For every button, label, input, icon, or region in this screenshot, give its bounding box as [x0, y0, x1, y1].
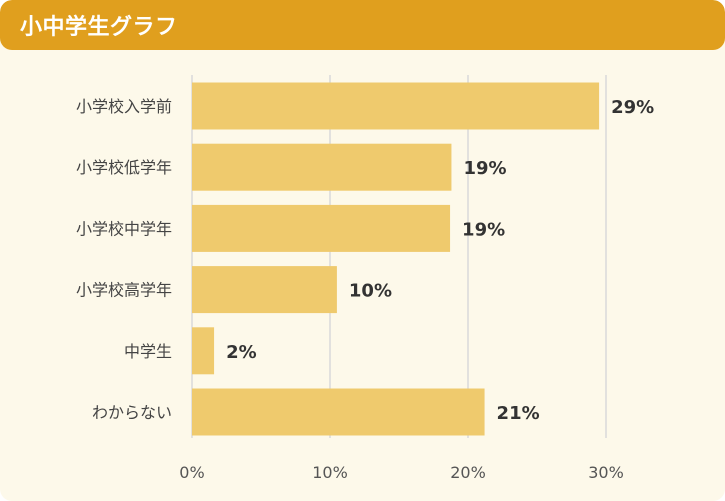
chart-header: 小中学生グラフ [0, 0, 725, 50]
bar [192, 143, 452, 191]
category-label: 小学校入学前 [76, 97, 172, 116]
chart-title: 小中学生グラフ [20, 15, 178, 40]
category-label: 小学校高学年 [76, 281, 172, 300]
x-tick-label: 20% [450, 463, 486, 482]
data-label: 10% [349, 281, 392, 302]
data-label: 29% [611, 97, 654, 118]
bar [192, 266, 337, 314]
data-label: 19% [463, 158, 506, 179]
category-label: 小学校低学年 [76, 158, 172, 177]
data-label: 21% [497, 403, 540, 424]
bar [192, 82, 600, 130]
bar [192, 204, 451, 252]
x-tick-label: 10% [312, 463, 348, 482]
data-label: 2% [226, 342, 257, 363]
category-label: わからない [92, 403, 172, 422]
x-tick-label: 30% [588, 463, 624, 482]
category-label: 中学生 [124, 342, 172, 361]
category-label: 小学校中学年 [76, 219, 172, 238]
x-tick-label: 0% [179, 463, 204, 482]
bar [192, 327, 215, 375]
bar [192, 388, 485, 436]
data-label: 19% [462, 219, 505, 240]
